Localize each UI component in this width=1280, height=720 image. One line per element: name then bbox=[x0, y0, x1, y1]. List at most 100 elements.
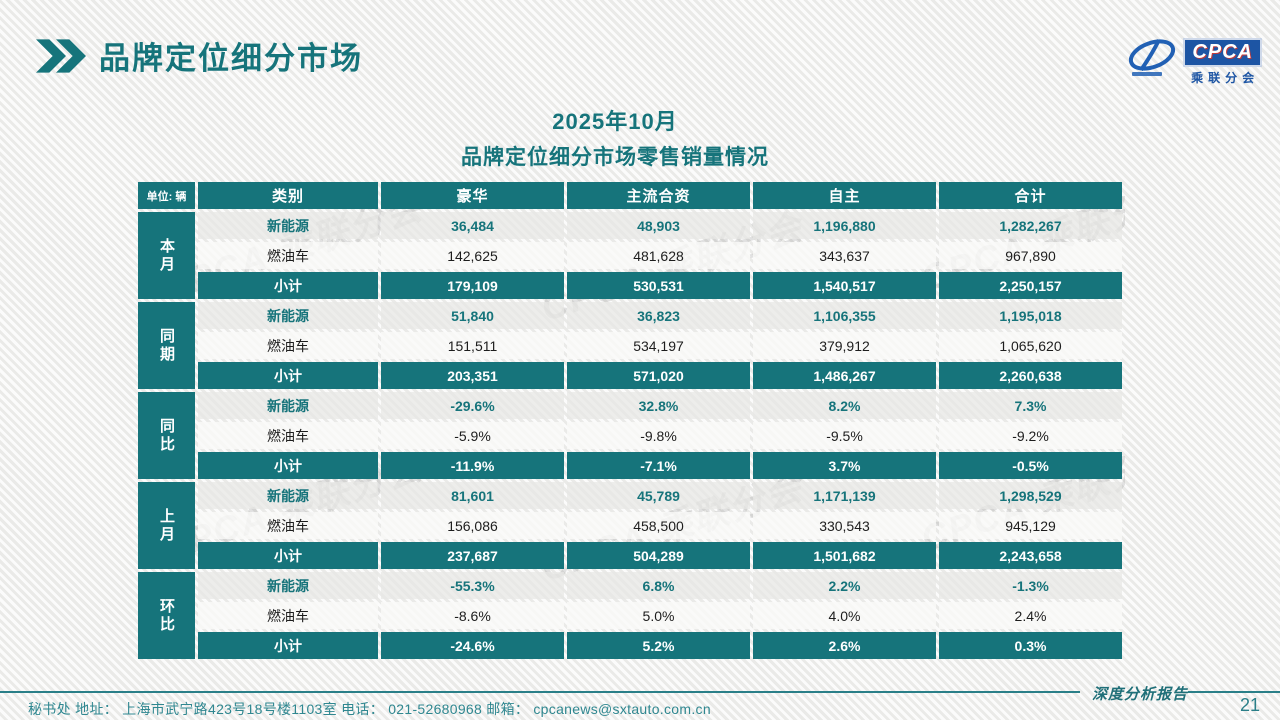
value-cell: 6.8% bbox=[567, 572, 750, 599]
row-group-label: 本月 bbox=[138, 212, 195, 299]
column-header-luxury: 豪华 bbox=[381, 182, 564, 209]
column-header-category: 类别 bbox=[198, 182, 378, 209]
value-cell: 1,195,018 bbox=[939, 302, 1122, 329]
category-cell: 新能源 bbox=[198, 482, 378, 509]
value-cell: 5.0% bbox=[567, 602, 750, 629]
table-header-row: 单位: 辆 类别 豪华 主流合资 自主 合计 bbox=[138, 182, 1122, 209]
sales-table-body: 本月 新能源 36,484 48,903 1,196,880 1,282,267 燃油车 14… bbox=[138, 212, 1122, 659]
sales-table-container: CPCA 乘联分会CPCA 乘联分会CPCA 乘联分会CPCA 乘联分会CPCA… bbox=[135, 179, 1125, 662]
value-cell: 1,540,517 bbox=[753, 272, 936, 299]
value-cell: -9.5% bbox=[753, 422, 936, 449]
footer-divider-left bbox=[0, 691, 1080, 693]
table-title-subject: 品牌定位细分市场零售销量情况 bbox=[461, 146, 769, 169]
value-cell: -11.9% bbox=[381, 452, 564, 479]
category-cell: 新能源 bbox=[198, 392, 378, 419]
value-cell: 2,260,638 bbox=[939, 362, 1122, 389]
value-cell: 2.6% bbox=[753, 632, 936, 659]
category-cell: 燃油车 bbox=[198, 332, 378, 359]
page-number: 21 bbox=[1239, 695, 1260, 715]
value-cell: 1,065,620 bbox=[939, 332, 1122, 359]
double-chevron-icon bbox=[36, 38, 86, 74]
column-header-total: 合计 bbox=[939, 182, 1122, 209]
value-cell: 1,106,355 bbox=[753, 302, 936, 329]
value-cell: -7.1% bbox=[567, 452, 750, 479]
table-row: 本月 新能源 36,484 48,903 1,196,880 1,282,267 bbox=[138, 212, 1122, 299]
page-title: 品牌定位细分市场 bbox=[99, 41, 363, 76]
value-cell: 7.3% bbox=[939, 392, 1122, 419]
table-row: 燃油车 151,511 534,197 379,912 1,065,620 bbox=[138, 332, 1122, 359]
value-cell: -5.9% bbox=[381, 422, 564, 449]
category-cell: 新能源 bbox=[198, 572, 378, 599]
table-title-month: 2025年10月 bbox=[552, 109, 678, 134]
column-header-mainstream-jv: 主流合资 bbox=[567, 182, 750, 209]
value-cell: 4.0% bbox=[753, 602, 936, 629]
table-row: 环比 新能源 -55.3% 6.8% 2.2% -1.3% bbox=[138, 572, 1122, 659]
row-group-label: 同期 bbox=[138, 302, 195, 389]
category-cell: 新能源 bbox=[198, 302, 378, 329]
table-row: 小计 -11.9% -7.1% 3.7% -0.5% bbox=[138, 452, 1122, 479]
table-row: 燃油车 -5.9% -9.8% -9.5% -9.2% bbox=[138, 422, 1122, 449]
value-cell: 51,840 bbox=[381, 302, 564, 329]
value-cell: 203,351 bbox=[381, 362, 564, 389]
value-cell: 36,823 bbox=[567, 302, 750, 329]
unit-label: 单位: 辆 bbox=[138, 182, 195, 209]
value-cell: 1,486,267 bbox=[753, 362, 936, 389]
value-cell: 1,196,880 bbox=[753, 212, 936, 239]
value-cell: 1,171,139 bbox=[753, 482, 936, 509]
cpca-swoosh-icon bbox=[1126, 38, 1178, 78]
value-cell: 179,109 bbox=[381, 272, 564, 299]
value-cell: 967,890 bbox=[939, 242, 1122, 269]
table-row: 同期 新能源 51,840 36,823 1,106,355 1,195,018 bbox=[138, 302, 1122, 389]
table-row: 燃油车 156,086 458,500 330,543 945,129 bbox=[138, 512, 1122, 539]
row-group-label: 同比 bbox=[138, 392, 195, 479]
category-cell: 燃油车 bbox=[198, 422, 378, 449]
table-row: 燃油车 -8.6% 5.0% 4.0% 2.4% bbox=[138, 602, 1122, 629]
category-cell: 燃油车 bbox=[198, 512, 378, 539]
table-row: 小计 179,109 530,531 1,540,517 2,250,157 bbox=[138, 272, 1122, 299]
value-cell: 2,250,157 bbox=[939, 272, 1122, 299]
value-cell: 379,912 bbox=[753, 332, 936, 359]
value-cell: 1,298,529 bbox=[939, 482, 1122, 509]
category-cell: 小计 bbox=[198, 272, 378, 299]
value-cell: -1.3% bbox=[939, 572, 1122, 599]
category-cell: 小计 bbox=[198, 632, 378, 659]
value-cell: 0.3% bbox=[939, 632, 1122, 659]
value-cell: 48,903 bbox=[567, 212, 750, 239]
value-cell: 81,601 bbox=[381, 482, 564, 509]
value-cell: 481,628 bbox=[567, 242, 750, 269]
value-cell: -29.6% bbox=[381, 392, 564, 419]
value-cell: 36,484 bbox=[381, 212, 564, 239]
value-cell: 2,243,658 bbox=[939, 542, 1122, 569]
row-group-label: 环比 bbox=[138, 572, 195, 659]
value-cell: 2.4% bbox=[939, 602, 1122, 629]
value-cell: 534,197 bbox=[567, 332, 750, 359]
category-cell: 新能源 bbox=[198, 212, 378, 239]
value-cell: -0.5% bbox=[939, 452, 1122, 479]
category-cell: 小计 bbox=[198, 542, 378, 569]
value-cell: 945,129 bbox=[939, 512, 1122, 539]
sales-table: 单位: 辆 类别 豪华 主流合资 自主 合计 本月 新能源 36,484 48,903… bbox=[135, 179, 1125, 662]
table-row: 燃油车 142,625 481,628 343,637 967,890 bbox=[138, 242, 1122, 269]
footer-contact-info: 秘书处 地址： 上海市武宁路423号18号楼1103室 电话： 021-5268… bbox=[28, 701, 711, 717]
category-cell: 小计 bbox=[198, 452, 378, 479]
value-cell: -8.6% bbox=[381, 602, 564, 629]
slide-header: 品牌定位细分市场 bbox=[36, 33, 363, 78]
logo-acronym: CPCA bbox=[1183, 38, 1262, 67]
value-cell: 504,289 bbox=[567, 542, 750, 569]
value-cell: 151,511 bbox=[381, 332, 564, 359]
value-cell: -24.6% bbox=[381, 632, 564, 659]
value-cell: 142,625 bbox=[381, 242, 564, 269]
column-header-domestic: 自主 bbox=[753, 182, 936, 209]
table-row: 小计 -24.6% 5.2% 2.6% 0.3% bbox=[138, 632, 1122, 659]
value-cell: -9.2% bbox=[939, 422, 1122, 449]
table-row: 小计 203,351 571,020 1,486,267 2,260,638 bbox=[138, 362, 1122, 389]
value-cell: 458,500 bbox=[567, 512, 750, 539]
value-cell: 2.2% bbox=[753, 572, 936, 599]
row-group-label: 上月 bbox=[138, 482, 195, 569]
value-cell: 3.7% bbox=[753, 452, 936, 479]
category-cell: 小计 bbox=[198, 362, 378, 389]
value-cell: 343,637 bbox=[753, 242, 936, 269]
value-cell: 1,282,267 bbox=[939, 212, 1122, 239]
value-cell: 8.2% bbox=[753, 392, 936, 419]
table-title: 2025年10月 品牌定位细分市场零售销量情况 bbox=[135, 104, 1095, 171]
